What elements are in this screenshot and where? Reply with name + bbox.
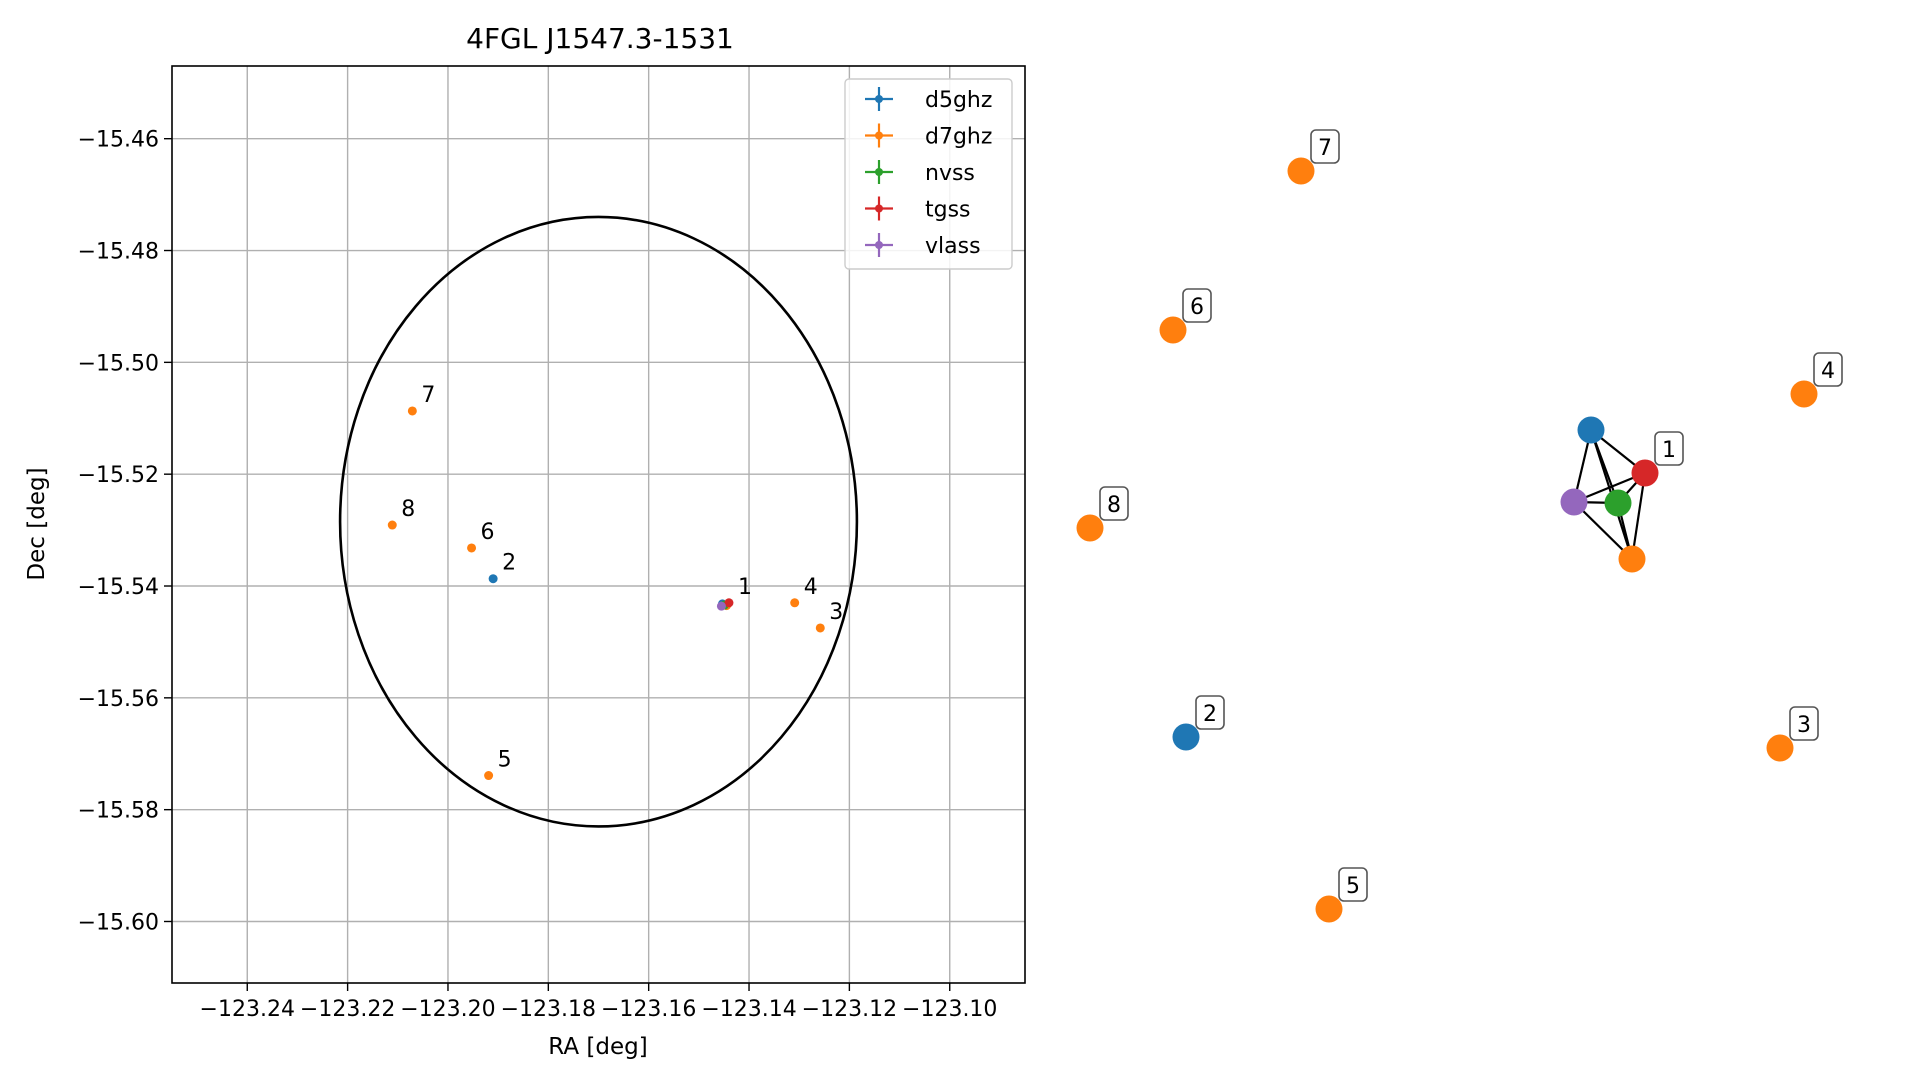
point-d5ghz — [488, 574, 498, 584]
network-node — [1790, 380, 1818, 408]
legend-marker-dot — [875, 131, 883, 140]
x-ticks: −123.24 −123.22 −123.20 −123.18 −123.16 −123.… — [200, 983, 997, 1022]
node-label-box — [1813, 352, 1843, 387]
point-label: 2 — [502, 551, 516, 576]
legend-entry-tgss: tgss — [925, 198, 971, 223]
network-node — [1076, 514, 1104, 542]
node-label: 6 — [1190, 295, 1204, 320]
network-edge — [1630, 472, 1647, 560]
point-label: 8 — [401, 497, 415, 522]
x-axis-label: RA [deg] — [548, 1034, 647, 1060]
y-ticks: −15.46 −15.48 −15.50 −15.52 −15.54 −15.56 −15.… — [78, 128, 172, 935]
point-label: 3 — [829, 600, 843, 625]
legend: d5ghz d7ghz nvss tgss vlass — [844, 78, 1013, 270]
legend-entry-d5ghz: d5ghz — [925, 88, 992, 113]
y-tick-label: −15.56 — [78, 687, 159, 712]
network-node — [1766, 734, 1794, 762]
x-tick-label: −123.14 — [701, 997, 796, 1022]
point-d7ghz — [484, 771, 494, 781]
legend-entry-d7ghz: d7ghz — [925, 125, 992, 150]
chart-title: 4FGL J1547.3-1531 — [466, 22, 734, 55]
node-label-box — [1195, 695, 1225, 730]
legend-box — [844, 78, 1013, 270]
node-label-box — [1338, 867, 1368, 902]
network-node — [1618, 545, 1646, 573]
node-label-box — [1182, 288, 1212, 323]
y-tick-label: −15.50 — [78, 351, 159, 376]
point-d7ghz — [815, 623, 825, 633]
point-vlass — [716, 601, 726, 611]
point-d7ghz — [407, 406, 417, 416]
point-label: 6 — [481, 520, 495, 545]
network-node — [1159, 316, 1187, 344]
x-tick-label: −123.10 — [902, 997, 997, 1022]
node-label-box — [1654, 431, 1684, 466]
legend-marker-dot — [875, 204, 883, 213]
network-node — [1287, 157, 1315, 185]
uncertainty-ellipse — [338, 215, 859, 828]
y-tick-label: −15.60 — [78, 910, 159, 935]
node-label: 3 — [1797, 713, 1811, 738]
node-label: 7 — [1318, 136, 1332, 161]
point-label: 1 — [738, 575, 752, 600]
y-tick-label: −15.58 — [78, 799, 159, 824]
x-tick-label: −123.18 — [501, 997, 596, 1022]
node-label: 1 — [1662, 438, 1676, 463]
x-tick-label: −123.20 — [400, 997, 495, 1022]
point-d7ghz — [387, 520, 397, 530]
network-node — [1577, 416, 1605, 444]
node-label: 8 — [1107, 493, 1121, 518]
node-label-box — [1789, 706, 1819, 741]
x-tick-label: −123.12 — [802, 997, 897, 1022]
x-tick-label: −123.22 — [300, 997, 395, 1022]
legend-entry-nvss: nvss — [925, 161, 975, 186]
network-node — [1560, 488, 1588, 516]
network-node — [1172, 723, 1200, 751]
point-tgss — [724, 598, 734, 608]
point-label: 4 — [804, 575, 818, 600]
nodes-layer: 1 2 3 4 5 6 7 8 — [1076, 129, 1843, 923]
legend-entry-vlass: vlass — [925, 234, 981, 259]
network-node — [1631, 459, 1659, 487]
point-d7ghz — [467, 543, 477, 553]
points-layer: 2 43 5 6 7 8 1 — [387, 383, 843, 781]
node-label: 5 — [1346, 874, 1360, 899]
legend-marker-dot — [875, 241, 883, 249]
point-d7ghz — [790, 598, 800, 608]
point-label: 5 — [498, 748, 512, 773]
x-tick-label: −123.16 — [601, 997, 696, 1022]
y-tick-label: −15.54 — [78, 575, 159, 600]
y-tick-label: −15.52 — [78, 463, 159, 488]
legend-marker-dot — [875, 95, 883, 103]
x-tick-label: −123.24 — [200, 997, 295, 1022]
y-tick-label: −15.48 — [78, 240, 159, 265]
plot-frame — [171, 65, 1026, 984]
y-tick-label: −15.46 — [78, 128, 159, 153]
node-label: 2 — [1203, 702, 1217, 727]
network-node — [1604, 489, 1632, 517]
network-node — [1315, 895, 1343, 923]
point-label: 7 — [421, 383, 435, 408]
node-label-box — [1099, 486, 1129, 521]
network-edge — [1573, 501, 1633, 560]
node-label-box — [1310, 129, 1340, 164]
legend-marker-dot — [875, 168, 883, 176]
ellipse-layer — [338, 215, 859, 828]
node-label: 4 — [1821, 359, 1835, 384]
cluster-network-panel: 1 2 3 4 5 6 7 8 — [1076, 129, 1843, 923]
y-axis-label: Dec [deg] — [24, 467, 50, 580]
